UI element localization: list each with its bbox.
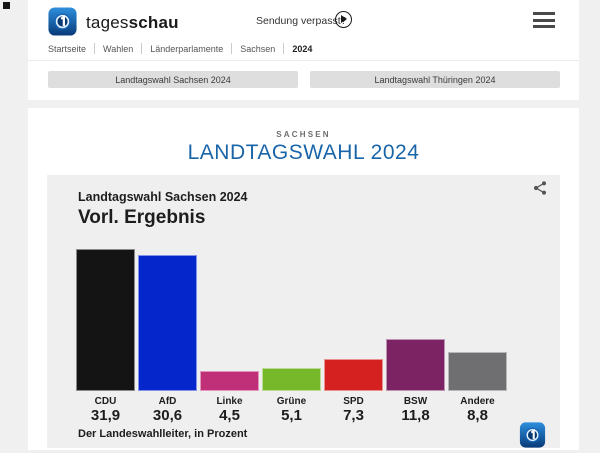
bar-spd: [324, 358, 383, 391]
party-value: 5,1: [281, 407, 302, 424]
chart-column-bsw: BSW 11,8: [386, 248, 445, 424]
party-value: 7,3: [343, 407, 364, 424]
corner-mark: [3, 2, 10, 9]
chart-columns: CDU 31,9 AfD 30,6 Linke 4,5 Grüne 5,1 SPD 7,3 BSW 1…: [76, 248, 507, 424]
breadcrumb-2024: 2024: [292, 43, 313, 54]
party-label: Grüne: [276, 396, 307, 407]
tagesschau-logo-icon: [519, 422, 546, 448]
chart-column-afd: AfD 30,6: [138, 248, 197, 424]
brand-bold: schau: [128, 13, 179, 32]
party-label: Andere: [460, 396, 495, 407]
bar-andere: [448, 351, 507, 391]
breadcrumb-startseite[interactable]: Startseite: [48, 43, 87, 54]
chart-column-grüne: Grüne 5,1: [262, 248, 321, 424]
brand-wordmark[interactable]: tagesschau: [86, 13, 179, 33]
bar-bsw: [386, 338, 445, 391]
breadcrumb: Startseite Wahlen Länderparlamente Sachs…: [48, 43, 312, 54]
chart-title: Landtagswahl Sachsen 2024: [78, 190, 248, 204]
chart-subtitle: Vorl. Ergebnis: [78, 207, 206, 228]
election-chart-card: Landtagswahl Sachsen 2024 Vorl. Ergebnis…: [47, 175, 560, 448]
main-content: SACHSEN LANDTAGSWAHL 2024 Landtagswahl S…: [28, 108, 579, 450]
sendung-verpasst-link[interactable]: Sendung verpasst?: [256, 15, 347, 27]
party-label: AfD: [158, 396, 177, 407]
menu-icon[interactable]: [533, 12, 555, 32]
party-value: 30,6: [152, 407, 183, 424]
play-icon[interactable]: [335, 11, 352, 28]
breadcrumb-divider: [283, 43, 285, 54]
bar-grüne: [262, 368, 321, 391]
breadcrumb-divider: [231, 43, 233, 54]
chart-source-note: Der Landeswahlleiter, in Prozent: [78, 428, 248, 440]
page-title: LANDTAGSWAHL 2024: [187, 141, 420, 164]
party-label: BSW: [403, 396, 428, 407]
chart-column-cdu: CDU 31,9: [76, 248, 135, 424]
chart-column-spd: SPD 7,3: [324, 248, 383, 424]
bar-linke: [200, 371, 259, 391]
party-value: 11,8: [401, 407, 430, 424]
breadcrumb-divider: [141, 43, 143, 54]
tagesschau-logo-icon[interactable]: [48, 7, 77, 36]
chart-column-andere: Andere 8,8: [448, 248, 507, 424]
chart-column-linke: Linke 4,5: [200, 248, 259, 424]
party-value: 8,8: [467, 407, 488, 424]
party-value: 31,9: [90, 407, 121, 424]
region-kicker: SACHSEN: [276, 130, 331, 139]
breadcrumb-sachsen[interactable]: Sachsen: [240, 43, 276, 54]
bar-afd: [138, 254, 197, 391]
bar-cdu: [76, 249, 135, 391]
breadcrumb-divider: [94, 43, 96, 54]
party-label: Linke: [216, 396, 243, 407]
breadcrumb-laenderparlamente[interactable]: Länderparlamente: [150, 43, 224, 54]
brand-light: tages: [86, 13, 129, 32]
button-landtagswahl-sachsen[interactable]: Landtagswahl Sachsen 2024: [48, 71, 298, 88]
button-landtagswahl-thueringen[interactable]: Landtagswahl Thüringen 2024: [310, 71, 560, 88]
party-label: SPD: [343, 396, 364, 407]
party-value: 4,5: [219, 407, 240, 424]
breadcrumb-wahlen[interactable]: Wahlen: [103, 43, 134, 54]
header-divider: [28, 60, 579, 61]
header: tagesschau Sendung verpasst? Startseite …: [28, 0, 579, 100]
party-label: CDU: [94, 396, 117, 407]
share-icon[interactable]: [532, 180, 550, 198]
